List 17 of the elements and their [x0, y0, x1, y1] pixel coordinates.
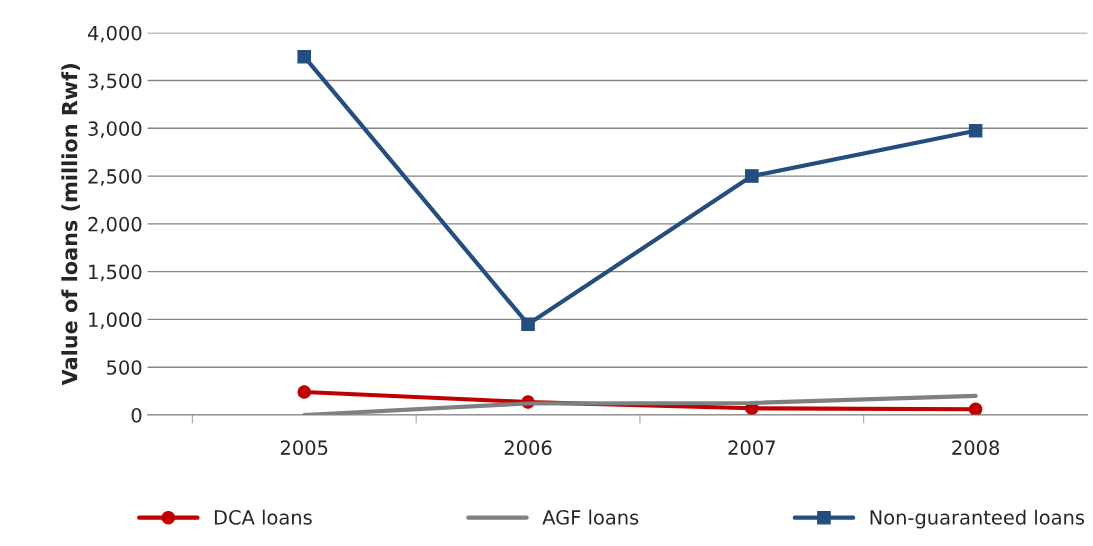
y-axis-title: Value of loans (million Rwf): [61, 64, 80, 386]
y-tick-label: 3,000: [88, 121, 142, 138]
legend-label: Non-guaranteed loans: [870, 509, 1085, 529]
legend-label: AGF loans: [542, 509, 639, 525]
y-tick-label: 1,500: [89, 264, 142, 282]
y-tick-label: 2,500: [88, 169, 142, 186]
x-tick-label: 2005: [280, 440, 328, 456]
y-tick-label: 3,500: [88, 73, 142, 91]
x-tick-label: 2007: [728, 440, 775, 456]
x-tick-label: 2006: [504, 440, 552, 456]
y-tick-label: 4,000: [87, 25, 142, 43]
x-tick-label: 2008: [952, 440, 1000, 456]
y-tick-label: 500: [107, 360, 142, 375]
y-tick-label: 2,000: [88, 216, 142, 234]
y-tick-label: 1,000: [89, 312, 142, 330]
y-tick-label: 0: [131, 407, 142, 423]
legend-label: DCA loans: [214, 509, 312, 525]
